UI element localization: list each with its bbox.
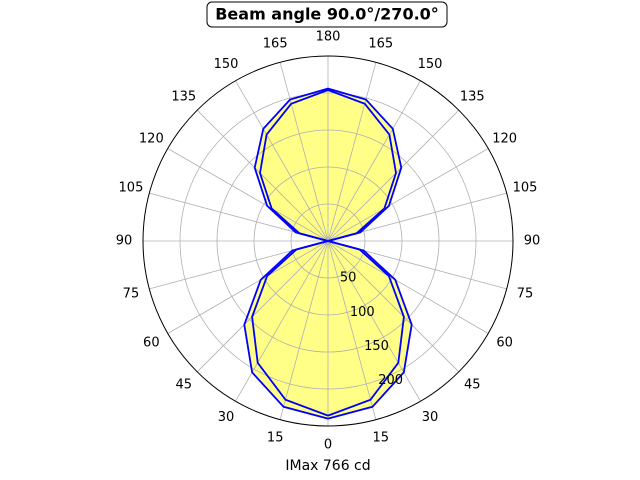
grid-spoke <box>327 62 377 242</box>
r-tick-label: 100 <box>350 305 375 320</box>
theta-tick-label: 165 <box>263 36 288 51</box>
chart-title: Beam angle 90.0°/270.0° <box>215 5 439 24</box>
grid-spoke <box>327 240 460 373</box>
theta-tick-label: 150 <box>418 57 443 72</box>
theta-tick-label: 135 <box>460 89 485 104</box>
theta-tick-label: 120 <box>139 132 164 147</box>
grid-spoke <box>327 240 489 334</box>
theta-tick-label: 105 <box>513 181 538 196</box>
theta-tick-label: 45 <box>175 378 192 393</box>
series-line <box>251 89 405 417</box>
theta-tick-label: 15 <box>373 431 390 446</box>
grid-spoke <box>167 148 329 242</box>
grid-spoke <box>167 240 329 334</box>
polar-spine <box>142 55 514 427</box>
theta-tick-label: 60 <box>496 336 513 351</box>
theta-tick-label: 150 <box>214 57 239 72</box>
grid-spoke <box>196 240 329 373</box>
grid-spoke <box>327 109 460 242</box>
r-tick-label: 150 <box>364 339 389 354</box>
r-tick-label: 50 <box>340 271 357 286</box>
theta-tick-label: 90 <box>524 234 541 249</box>
r-tick-label: 200 <box>378 373 403 388</box>
theta-tick-label: 30 <box>422 410 439 425</box>
theta-tick-label: 135 <box>171 89 196 104</box>
grid-spoke <box>327 80 421 242</box>
theta-tick-label: 75 <box>517 286 534 301</box>
theta-tick-label: 180 <box>316 30 341 45</box>
grid-spoke <box>327 240 377 420</box>
x-axis-label: IMax 766 cd <box>285 458 370 474</box>
grid-spoke <box>196 109 329 242</box>
grid-spoke <box>327 148 489 242</box>
grid-spoke <box>279 62 329 242</box>
theta-tick-label: 45 <box>464 378 481 393</box>
theta-tick-label: 90 <box>116 234 133 249</box>
theta-tick-label: 60 <box>143 336 160 351</box>
theta-tick-label: 30 <box>218 410 235 425</box>
theta-tick-label: 15 <box>267 431 284 446</box>
theta-tick-label: 75 <box>123 286 140 301</box>
series-line <box>243 87 413 420</box>
grid-spoke <box>235 80 329 242</box>
theta-tick-label: 105 <box>119 181 144 196</box>
theta-tick-label: 0 <box>324 438 332 453</box>
theta-tick-label: 120 <box>492 132 517 147</box>
grid-spoke <box>235 240 329 402</box>
grid-spoke <box>279 240 329 420</box>
theta-tick-label: 165 <box>368 36 393 51</box>
grid-spoke <box>327 240 421 402</box>
title-box <box>206 1 448 28</box>
